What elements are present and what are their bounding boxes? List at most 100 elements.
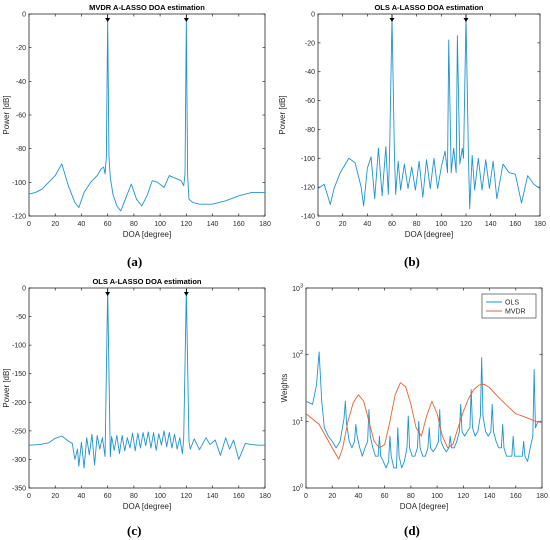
x-tick-label: 0 — [27, 493, 31, 500]
x-tick-label: 20 — [51, 221, 59, 228]
y-tick-label: 100 — [292, 484, 303, 494]
x-tick-label: 40 — [78, 493, 86, 500]
y-tick-label: -300 — [12, 457, 26, 464]
figure-label-a: (a) — [127, 254, 143, 269]
y-tick-label: -120 — [301, 185, 315, 192]
y-axis-label: Power [dB] — [2, 368, 11, 407]
peak-marker — [183, 292, 189, 296]
x-tick-label: 0 — [27, 221, 31, 228]
x-tick-label: 140 — [485, 221, 497, 228]
x-tick-label: 160 — [509, 221, 521, 228]
x-tick-label: 160 — [510, 493, 522, 500]
x-tick-label: 40 — [363, 221, 371, 228]
y-tick-label: 0 — [311, 12, 315, 19]
x-tick-label: 100 — [431, 493, 443, 500]
y-tick-label: -350 — [12, 486, 26, 493]
x-tick-label: 80 — [130, 221, 138, 228]
y-tick-label: -40 — [16, 79, 26, 86]
chart-title: OLS A-LASSO DOA estimation — [374, 3, 483, 12]
x-tick-label: 100 — [154, 221, 166, 228]
x-tick-label: 140 — [484, 493, 496, 500]
peak-marker — [105, 292, 111, 296]
y-axis-label: Power [dB] — [2, 95, 11, 134]
x-tick-label: 80 — [413, 221, 421, 228]
x-tick-label: 0 — [316, 221, 320, 228]
legend-label-ols: OLS — [505, 300, 519, 307]
chart-a: 0 20 40 60 80 100 120 140 160 180 -120 -100 -80 -60 -4… — [2, 3, 271, 239]
y-tick-label: -80 — [305, 127, 315, 134]
chart-title: OLS A-LASSO DOA estimation — [92, 277, 201, 286]
plot-frame — [305, 287, 543, 489]
x-tick-label: 180 — [259, 221, 271, 228]
series-line-ols — [305, 351, 542, 469]
x-tick-label: 140 — [207, 221, 219, 228]
peak-marker — [105, 18, 111, 22]
y-tick-label: -100 — [301, 156, 315, 163]
x-tick-label: 20 — [328, 493, 336, 500]
x-tick-label: 160 — [233, 221, 245, 228]
x-tick-label: 120 — [180, 493, 192, 500]
y-tick-label: -140 — [301, 214, 315, 221]
x-tick-label: 80 — [407, 493, 415, 500]
x-tick-label: 20 — [339, 221, 347, 228]
x-axis-label: DOA [degree] — [405, 230, 453, 239]
x-tick-label: 140 — [207, 493, 219, 500]
peak-marker — [389, 18, 395, 22]
x-tick-label: 0 — [304, 493, 308, 500]
x-tick-label: 20 — [51, 493, 59, 500]
y-tick-label: 101 — [292, 417, 303, 427]
y-tick-label: -20 — [305, 40, 315, 47]
y-tick-label: -50 — [16, 314, 26, 321]
x-tick-label: 60 — [388, 221, 396, 228]
y-tick-label: 103 — [292, 284, 303, 294]
series-line-0 — [28, 18, 265, 212]
chart-c: 0 20 40 60 80 100 120 140 160 180 -350 -300 -250 -200… — [2, 277, 271, 511]
chart-d: 0 20 40 60 80 100 120 140 160 180 100 101 102 103 DOA … — [280, 284, 548, 512]
x-tick-label: 60 — [104, 493, 112, 500]
x-tick-label: 120 — [180, 221, 192, 228]
x-tick-label: 120 — [460, 221, 472, 228]
series-line-mvdr — [305, 382, 543, 460]
y-tick-label: -120 — [12, 214, 26, 221]
y-tick-label: -100 — [12, 180, 26, 187]
x-tick-label: 180 — [259, 493, 271, 500]
y-tick-label: -40 — [305, 69, 315, 76]
y-tick-label: -250 — [12, 428, 26, 435]
series-line-0 — [28, 289, 265, 469]
y-axis-label: Weights — [280, 374, 289, 403]
peak-marker — [183, 18, 189, 22]
y-tick-label: -150 — [12, 371, 26, 378]
x-tick-label: 160 — [233, 493, 245, 500]
figure-label-c: (c) — [127, 523, 142, 538]
x-tick-label: 40 — [355, 493, 363, 500]
y-tick-label: -60 — [305, 98, 315, 105]
y-tick-label: -20 — [16, 45, 26, 52]
legend-label-mvdr: MVDR — [505, 309, 526, 316]
x-tick-label: 100 — [154, 493, 166, 500]
x-axis-label: DOA [degree] — [400, 502, 448, 511]
y-tick-label: -100 — [12, 343, 26, 350]
plot-frame — [28, 13, 266, 217]
chart-b: 0 20 40 60 80 100 120 140 160 180 -140 -120 -100 -80 -… — [278, 3, 546, 239]
figure-label-b: (b) — [404, 254, 420, 269]
y-tick-label: 102 — [292, 350, 303, 360]
x-tick-label: 60 — [104, 221, 112, 228]
x-tick-label: 100 — [435, 221, 447, 228]
x-axis-label: DOA [degree] — [123, 502, 171, 511]
y-tick-label: -200 — [12, 400, 26, 407]
plot-frame — [317, 13, 541, 217]
series-line-0 — [317, 16, 541, 210]
x-tick-label: 40 — [78, 221, 86, 228]
x-tick-label: 120 — [457, 493, 469, 500]
plot-frame — [28, 287, 266, 489]
y-tick-label: 0 — [22, 286, 26, 293]
legend-box — [481, 293, 537, 319]
y-axis-label: Power [dB] — [278, 95, 287, 134]
y-tick-label: -60 — [16, 113, 26, 120]
y-tick-label: 0 — [22, 12, 26, 19]
x-tick-label: 80 — [130, 493, 138, 500]
peak-marker — [463, 18, 469, 22]
figure-label-d: (d) — [404, 523, 420, 538]
y-tick-label: -80 — [16, 146, 26, 153]
x-axis-label: DOA [degree] — [123, 230, 171, 239]
